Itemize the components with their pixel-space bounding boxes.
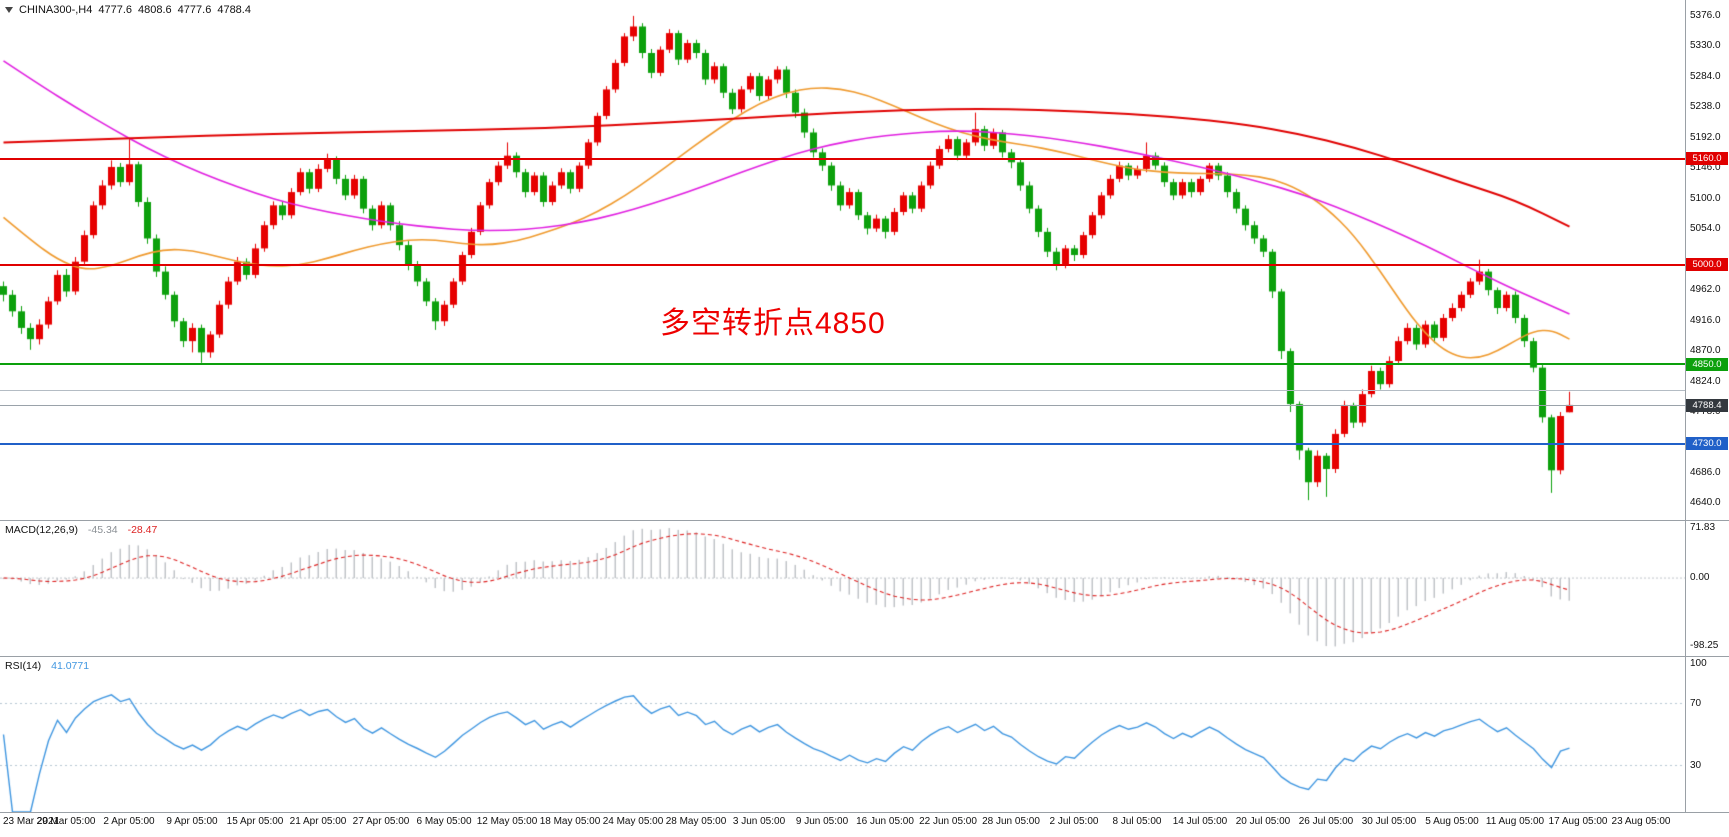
macd-value-main: -45.34 [87,524,118,536]
support-line-4730-price-label: 4730.0 [1686,437,1728,451]
rsi-panel-separator[interactable] [0,656,1729,657]
x-axis-label: 30 Jul 05:00 [1361,816,1417,827]
support-line-4730[interactable] [0,442,1685,445]
symbol-name: CHINA300-,H4 [19,4,93,16]
price-chart-canvas[interactable] [0,0,1685,520]
x-axis-label: 6 May 05:00 [416,816,472,827]
pivot-line-4850[interactable] [0,363,1685,366]
quote-open: 4777.6 [98,4,133,16]
x-axis-label: 26 Jul 05:00 [1298,816,1354,827]
y-axis-tick: 71.83 [1690,522,1716,534]
rsi-indicator-label: RSI(14) 41.0771 [5,660,96,672]
support-line-5000-price-label: 5000.0 [1686,258,1728,272]
y-axis-tick: 5054.0 [1690,223,1721,235]
y-axis-tick: 5376.0 [1690,9,1721,21]
macd-indicator-label: MACD(12,26,9) -45.34 -28.47 [5,524,164,536]
y-axis-tick: 5192.0 [1690,131,1721,143]
x-axis-label: 23 Aug 05:00 [1611,816,1671,827]
y-axis-tick: -98.25 [1690,640,1719,652]
x-axis-label: 2 Jul 05:00 [1049,816,1099,827]
x-axis-label: 28 May 05:00 [665,816,727,827]
y-axis-tick: 4962.0 [1690,284,1721,296]
y-axis-tick: 30 [1690,759,1702,771]
x-axis-label: 22 Jun 05:00 [919,816,977,827]
x-axis-label: 24 May 05:00 [602,816,664,827]
y-axis-tick: 0.00 [1690,572,1710,584]
y-axis-tick: 5146.0 [1690,162,1721,174]
ask-line [0,390,1685,392]
price-axis-border [1685,0,1686,812]
y-axis-tick: 5284.0 [1690,70,1721,82]
bid-line-price-label: 4788.4 [1686,398,1728,412]
macd-name: MACD(12,26,9) [5,524,78,536]
chart-annotation-text[interactable]: 多空转折点4850 [660,307,886,340]
pivot-line-4850-price-label: 4850.0 [1686,357,1728,371]
y-axis-tick: 4640.0 [1690,497,1721,509]
y-axis-tick: 4916.0 [1690,314,1721,326]
x-axis-label: 18 May 05:00 [539,816,601,827]
y-axis-tick: 5100.0 [1690,192,1721,204]
x-axis-label: 9 Jun 05:00 [795,816,849,827]
macd-panel-canvas[interactable] [0,521,1685,656]
x-axis-label: 15 Apr 05:00 [226,816,284,827]
resistance-line-5160-price-label: 5160.0 [1686,152,1728,166]
x-axis-label: 27 Apr 05:00 [352,816,410,827]
macd-value-signal: -28.47 [127,524,158,536]
x-axis-label: 20 Jul 05:00 [1235,816,1291,827]
y-axis-tick: 5330.0 [1690,40,1721,52]
y-axis-tick: 100 [1690,658,1707,669]
time-axis-separator [0,812,1729,813]
quote-low: 4777.6 [177,4,212,16]
macd-panel-separator[interactable] [0,520,1729,521]
x-axis-label: 2 Apr 05:00 [103,816,155,827]
x-axis-label: 3 Jun 05:00 [732,816,786,827]
quote-high: 4808.6 [138,4,172,16]
quote-close: 4788.4 [217,4,251,16]
x-axis-label: 11 Aug 05:00 [1485,816,1545,827]
x-axis-label: 9 Apr 05:00 [166,816,218,827]
chart-symbol-icon [5,7,13,13]
y-axis-tick: 5238.0 [1690,101,1721,113]
x-axis-label: 16 Jun 05:00 [856,816,914,827]
x-axis-label: 14 Jul 05:00 [1172,816,1228,827]
x-axis-label: 28 Jun 05:00 [982,816,1040,827]
rsi-name: RSI(14) [5,660,42,672]
y-axis-tick: 4870.0 [1690,345,1721,357]
rsi-value: 41.0771 [51,660,90,672]
x-axis-label: 21 Apr 05:00 [289,816,347,827]
x-axis-label: 23 Mar 2021 [3,816,60,827]
x-axis-label: 5 Aug 05:00 [1425,816,1479,827]
x-axis-label: 17 Aug 05:00 [1548,816,1608,827]
support-line-5000[interactable] [0,263,1685,266]
resistance-line-5160[interactable] [0,157,1685,160]
y-axis-tick: 70 [1690,697,1702,709]
symbol-header: CHINA300-,H4 4777.6 4808.6 4777.6 4788.4 [5,4,257,16]
x-axis-label: 8 Jul 05:00 [1112,816,1162,827]
x-axis-label: 29 Mar 05:00 [36,816,96,827]
bid-line [0,404,1685,406]
y-axis-tick: 4686.0 [1690,466,1721,478]
x-axis-label: 12 May 05:00 [476,816,538,827]
y-axis-tick: 4824.0 [1690,375,1721,387]
rsi-panel-canvas[interactable] [0,657,1685,812]
